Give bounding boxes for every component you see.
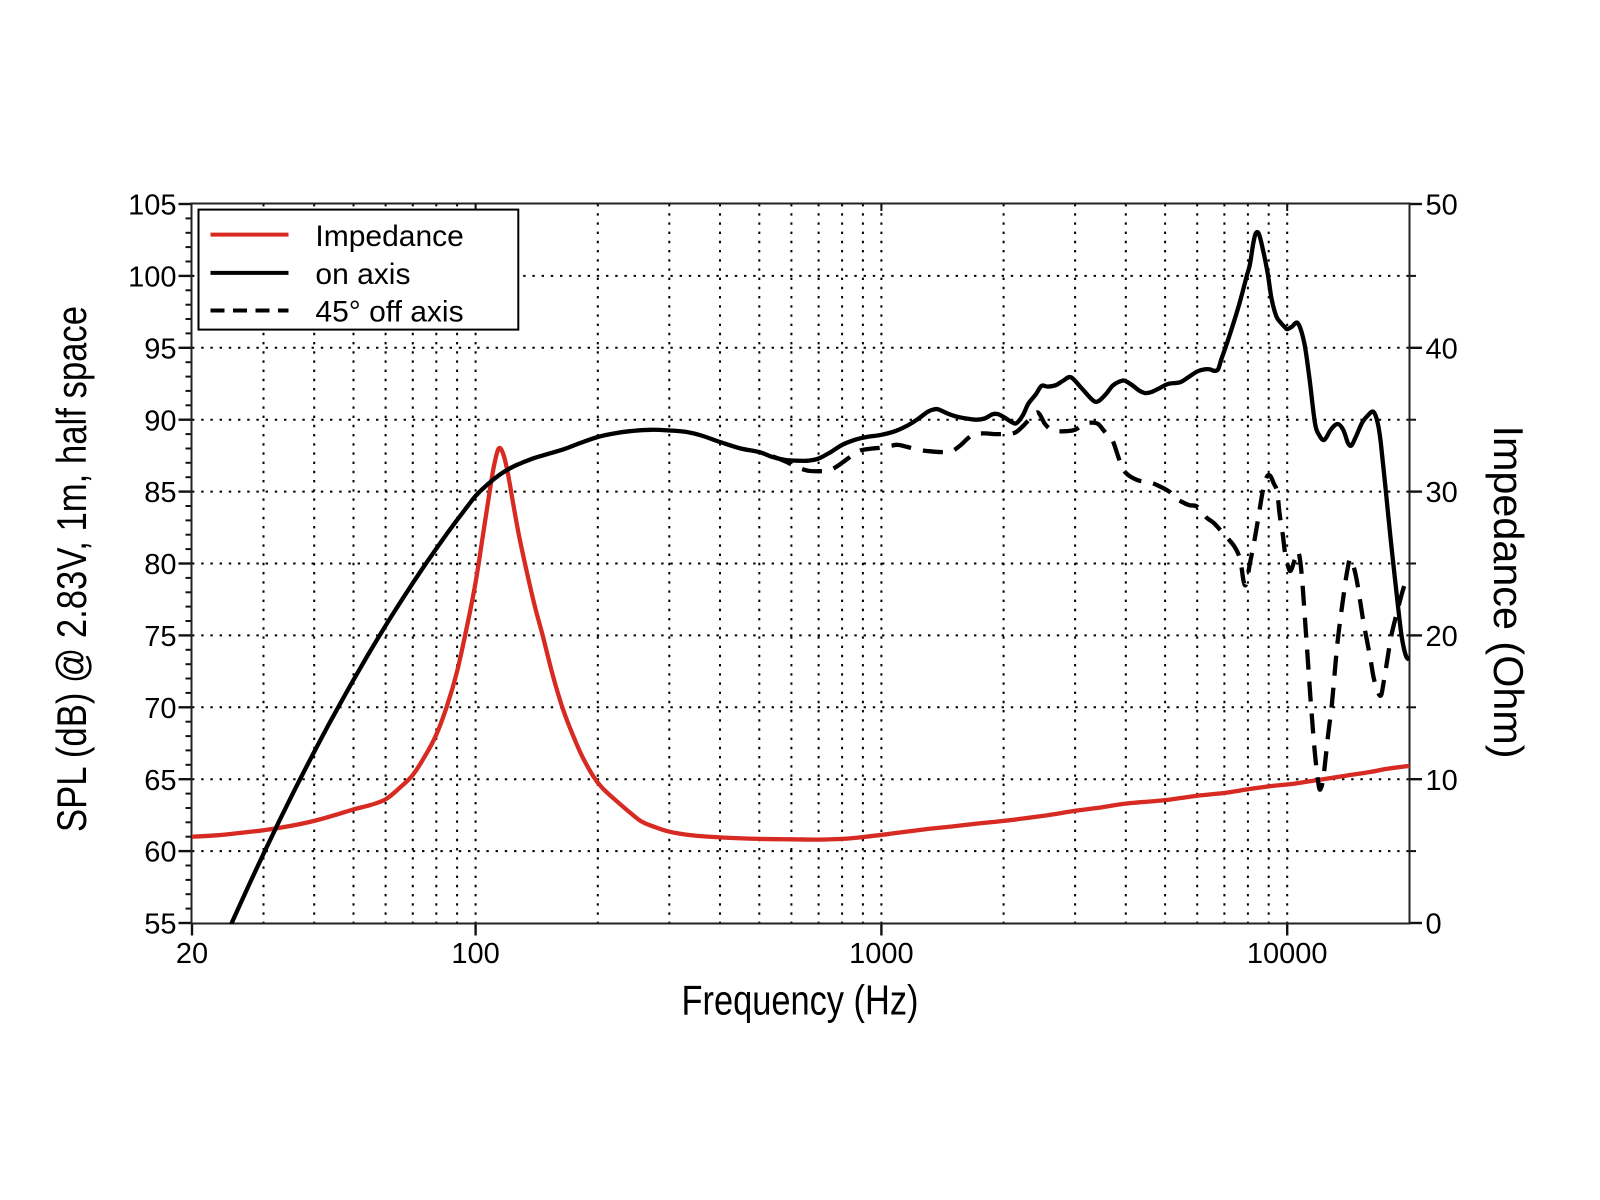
- svg-text:100: 100: [451, 938, 499, 970]
- svg-text:40: 40: [1426, 333, 1458, 365]
- svg-text:0: 0: [1426, 909, 1442, 941]
- svg-text:75: 75: [144, 621, 176, 653]
- svg-text:70: 70: [144, 693, 176, 725]
- svg-text:Frequency (Hz): Frequency (Hz): [682, 976, 919, 1023]
- svg-text:80: 80: [144, 549, 176, 581]
- svg-text:Impedance (Ohm): Impedance (Ohm): [1485, 426, 1532, 759]
- svg-text:90: 90: [144, 405, 176, 437]
- svg-text:20: 20: [176, 938, 208, 970]
- svg-text:10: 10: [1426, 765, 1458, 797]
- svg-text:105: 105: [128, 190, 176, 222]
- svg-text:1000: 1000: [849, 938, 914, 970]
- svg-text:65: 65: [144, 765, 176, 797]
- svg-text:50: 50: [1426, 190, 1458, 222]
- svg-text:60: 60: [144, 837, 176, 869]
- svg-text:30: 30: [1426, 477, 1458, 509]
- svg-text:100: 100: [128, 262, 176, 294]
- svg-text:85: 85: [144, 477, 176, 509]
- svg-text:SPL (dB) @ 2.83V, 1m, half spa: SPL (dB) @ 2.83V, 1m, half space: [48, 306, 95, 832]
- svg-text:on axis: on axis: [315, 258, 410, 291]
- svg-text:55: 55: [144, 909, 176, 941]
- svg-text:Impedance: Impedance: [315, 220, 463, 253]
- svg-text:95: 95: [144, 333, 176, 365]
- svg-text:45° off axis: 45° off axis: [315, 296, 463, 329]
- svg-text:20: 20: [1426, 621, 1458, 653]
- svg-text:10000: 10000: [1247, 938, 1328, 970]
